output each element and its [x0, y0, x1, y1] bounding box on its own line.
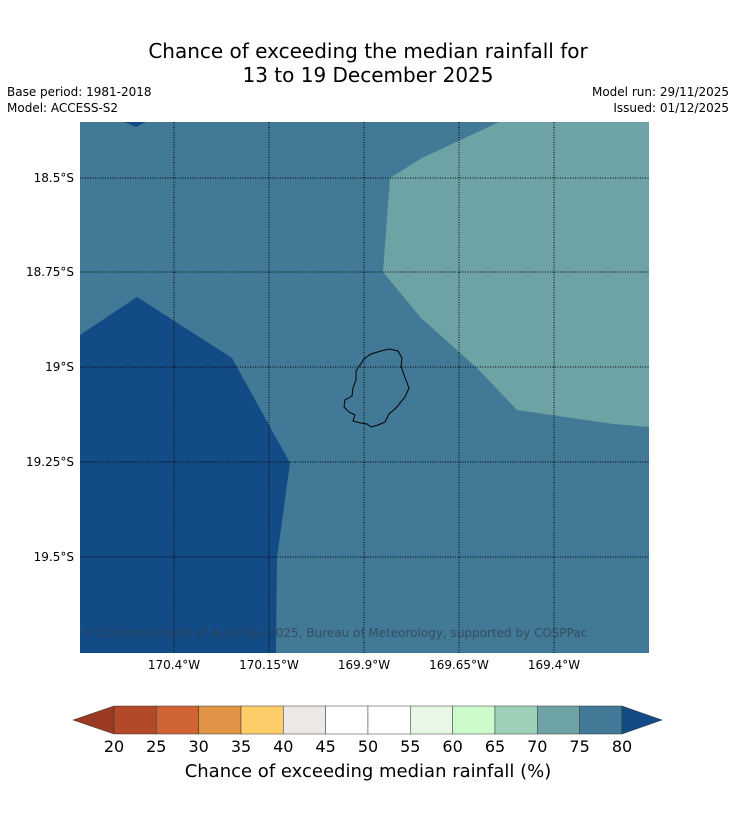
colorbar-segment — [113, 705, 157, 735]
colorbar-tick-label: 45 — [315, 737, 336, 756]
colorbar-tick-label: 60 — [442, 737, 463, 756]
lon-label: 170.15°W — [239, 658, 299, 672]
colorbar-tick-label: 75 — [569, 737, 590, 756]
colorbar-tick-label: 65 — [484, 737, 506, 756]
zone-80-plus-top — [124, 122, 146, 127]
colorbar-segment — [198, 705, 242, 735]
model-run-label: Model run: 29/11/2025 — [591, 85, 729, 99]
title-line-1: Chance of exceeding the median rainfall … — [148, 39, 588, 63]
colorbar-tick-label: 70 — [527, 737, 548, 756]
colorbar-tick-label: 35 — [230, 737, 252, 756]
model-label: Model: ACCESS-S2 — [7, 101, 119, 115]
colorbar-segment — [410, 705, 453, 735]
zone-80-plus — [80, 297, 290, 653]
colorbar-title: Chance of exceeding median rainfall (%) — [184, 761, 552, 782]
colorbar-segment — [537, 705, 580, 735]
graticule — [80, 122, 649, 653]
colorbar-under-arrow — [72, 705, 115, 735]
copyright-notice: © Commonwealth of Australia 2025, Bureau… — [82, 626, 588, 640]
zone-70-75 — [383, 122, 649, 427]
issued-label: Issued: 01/12/2025 — [613, 101, 729, 115]
lon-label: 169.4°W — [527, 658, 581, 672]
colorbar-over-arrow — [621, 705, 663, 735]
lat-label: 18.75°S — [26, 265, 74, 279]
forecast-map[interactable] — [80, 122, 649, 653]
title-line-2: 13 to 19 December 2025 — [242, 63, 494, 87]
colorbar-tick-label: 20 — [103, 737, 125, 756]
colorbar-segment — [452, 705, 496, 735]
lon-label: 169.9°W — [337, 658, 391, 672]
colorbar-tick-label: 30 — [188, 737, 209, 756]
map-canvas — [80, 122, 649, 653]
colorbar-segment — [156, 705, 199, 735]
colorbar-segment — [579, 705, 623, 735]
lat-label: 19°S — [45, 360, 74, 374]
lat-label: 19.25°S — [26, 455, 74, 469]
colorbar-segment — [283, 705, 326, 735]
colorbar-segment — [367, 705, 411, 735]
island-outline — [343, 348, 410, 428]
colorbar — [72, 705, 663, 735]
colorbar-segment — [240, 705, 284, 735]
colorbar-tick-label: 80 — [611, 737, 633, 756]
colorbar-segment — [494, 705, 538, 735]
lon-label: 169.65°W — [429, 658, 489, 672]
lon-label: 170.4°W — [147, 658, 201, 672]
colorbar-tick-label: 40 — [273, 737, 294, 756]
colorbar-tick-label: 55 — [400, 737, 421, 756]
colorbar-tick-label: 25 — [146, 737, 167, 756]
colorbar-segment — [325, 705, 369, 735]
lat-label: 18.5°S — [33, 171, 74, 185]
lat-label: 19.5°S — [33, 550, 74, 564]
colorbar-tick-label: 50 — [357, 737, 379, 756]
base-period-label: Base period: 1981-2018 — [7, 85, 152, 99]
